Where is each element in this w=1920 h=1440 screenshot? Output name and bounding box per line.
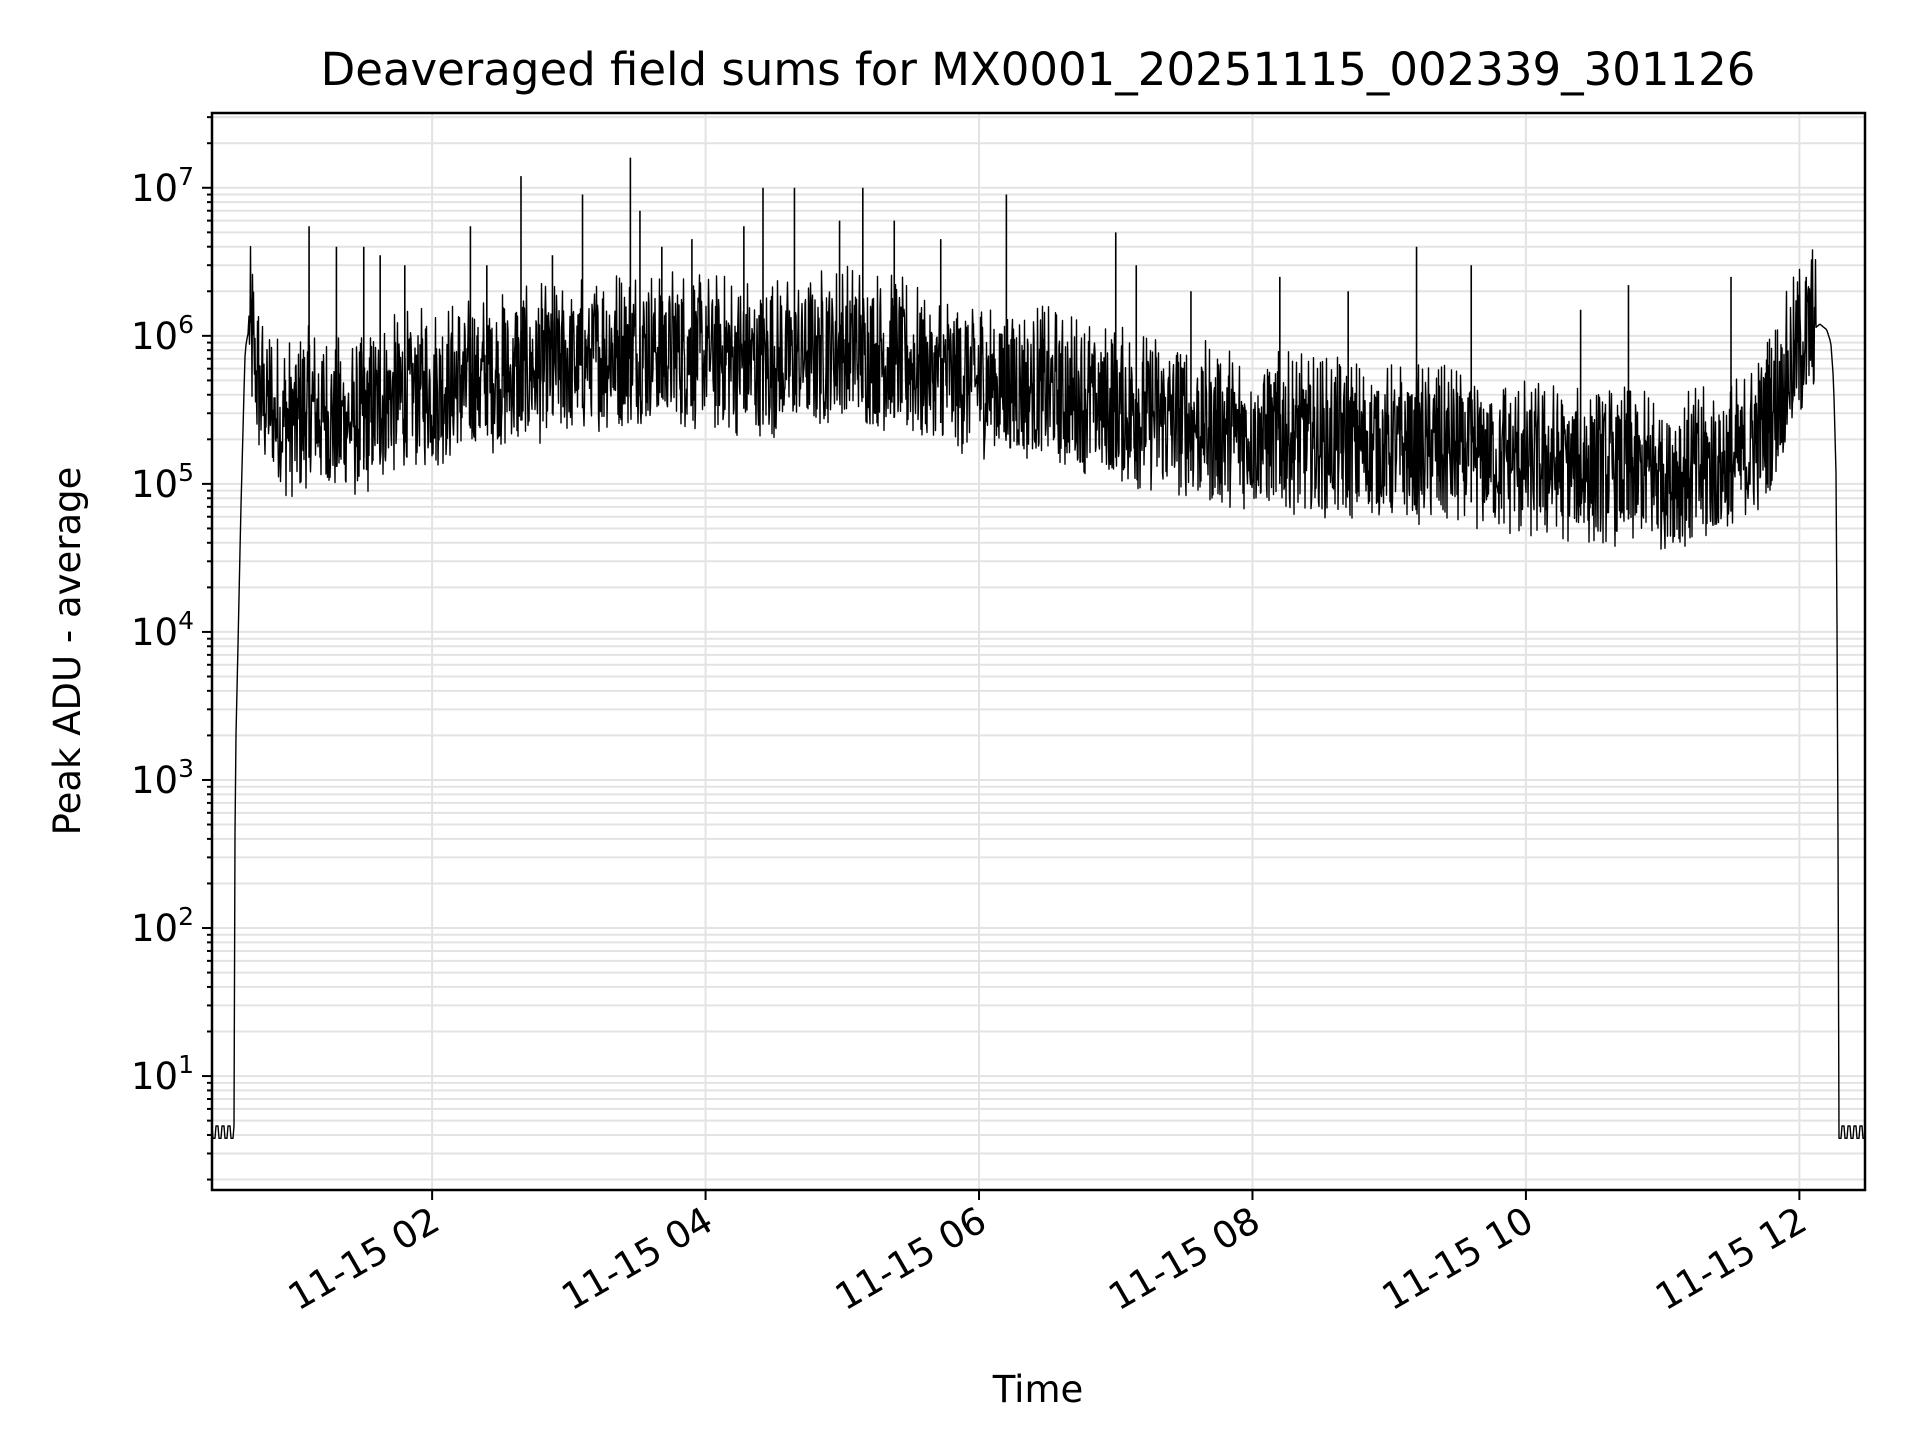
y-tick-label: 103: [131, 754, 194, 802]
y-axis: 101 102 103 104 105 106 107: [131, 116, 212, 1181]
y-tick-label: 102: [131, 902, 194, 950]
series-line: [211, 245, 1865, 1139]
chart-title: Deaveraged field sums for MX0001_2025111…: [321, 43, 1756, 96]
y-tick-label: 105: [131, 458, 194, 506]
y-tick-label: 104: [131, 606, 194, 654]
y-tick-label: 101: [131, 1050, 194, 1098]
series-layer: [211, 157, 1865, 1139]
x-axis-label: Time: [992, 1368, 1084, 1411]
y-tick-label: 107: [131, 162, 194, 210]
plot-frame: [210, 111, 1867, 1192]
y-tick-label: 106: [131, 310, 194, 358]
y-axis-label: Peak ADU - average: [46, 467, 89, 836]
